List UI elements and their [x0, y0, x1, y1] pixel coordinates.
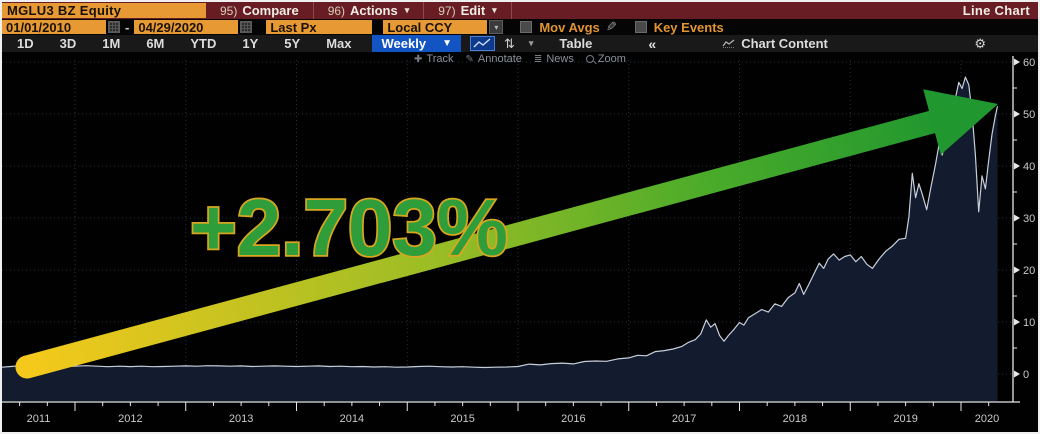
view-title: Line Chart	[962, 3, 1030, 18]
price-line	[1, 76, 999, 369]
x-year-label: 2017	[672, 413, 696, 425]
mov-avgs-checkbox[interactable]	[520, 21, 533, 33]
menu-compare-key: 95)	[220, 3, 238, 18]
y-major-tick	[1014, 214, 1020, 222]
chart-mini-toolbar: ✚ Track ✎ Annotate ≣ News Zoom	[414, 53, 626, 65]
annotate-pencil-icon: ✎	[465, 53, 474, 65]
zoom-button[interactable]: Zoom	[585, 53, 626, 65]
x-year-label: 2014	[340, 413, 364, 425]
y-tick-label: 50	[1023, 109, 1035, 121]
table-button[interactable]: Table	[559, 36, 593, 51]
mov-avgs-label: Mov Avgs	[539, 19, 600, 35]
pencil-icon[interactable]: ✎	[605, 19, 617, 34]
chevron-down-icon: ▾	[492, 5, 497, 15]
zoom-label: Zoom	[597, 53, 626, 65]
y-major-tick	[1014, 110, 1020, 118]
chart-type-button[interactable]	[469, 36, 495, 51]
security-controls-bar: 01/01/2010 - 04/29/2020 Last Px Local CC…	[2, 19, 1038, 35]
x-year-label: 2018	[783, 413, 807, 425]
x-year-label: 2016	[561, 413, 585, 425]
ticker-field[interactable]: MGLU3 BZ Equity	[2, 3, 206, 18]
y-major-tick	[1014, 58, 1020, 66]
x-year-label: 2015	[450, 413, 474, 425]
period-select[interactable]: Weekly ▼	[372, 35, 461, 52]
y-major-tick	[1014, 318, 1020, 326]
track-button[interactable]: ✚ Track	[414, 53, 453, 65]
y-tick-label: 60	[1023, 57, 1035, 69]
crosshair-icon: ✚	[414, 53, 423, 65]
chart-toolbar: 1D 3D 1M 6M YTD 1Y 5Y Max Weekly ▼ ⇅ ▾ T…	[2, 35, 1038, 52]
ticker-text: MGLU3 BZ Equity	[7, 3, 122, 18]
more-tools-dropdown[interactable]: ▾	[528, 38, 534, 48]
range-tab-1d[interactable]: 1D	[17, 36, 34, 51]
sort-arrows-icon: ⇅	[503, 35, 515, 51]
range-tab-1m[interactable]: 1M	[102, 36, 121, 51]
range-tab-max[interactable]: Max	[326, 36, 352, 51]
title-bar: MGLU3 BZ Equity 95) Compare 96) Actions …	[2, 2, 1038, 19]
collapse-panel-button[interactable]: «	[648, 35, 657, 52]
gear-icon[interactable]: ⚙	[974, 35, 986, 51]
chevron-down-icon: ▼	[442, 38, 452, 49]
annotate-label: Annotate	[477, 53, 522, 65]
track-label: Track	[426, 53, 454, 65]
menu-edit[interactable]: 97) Edit ▾	[424, 2, 512, 19]
chart-content-button[interactable]: Chart Content	[722, 36, 828, 51]
news-label: News	[546, 53, 574, 65]
key-events-checkbox[interactable]	[634, 21, 647, 33]
menu-compare[interactable]: 95) Compare	[206, 2, 314, 19]
y-major-tick	[1014, 162, 1020, 170]
y-tick-label: 20	[1023, 265, 1035, 277]
currency-select[interactable]: Local CCY	[383, 20, 488, 35]
trend-arrow-head	[923, 89, 998, 155]
menu-actions-key: 96)	[327, 3, 346, 18]
menu-compare-label: Compare	[242, 3, 299, 18]
range-tab-3d[interactable]: 3D	[59, 36, 77, 51]
x-year-label: 2020	[975, 413, 999, 425]
y-tick-label: 40	[1023, 161, 1035, 173]
calendar-icon[interactable]	[240, 21, 253, 33]
gain-annotation: +2.703%	[190, 183, 508, 272]
y-tick-label: 0	[1023, 369, 1029, 381]
line-chart-icon	[469, 36, 495, 51]
currency-dropdown-button[interactable]: ▾	[489, 20, 504, 34]
trend-arrow-shaft	[15, 110, 944, 379]
chevron-down-icon: ▾	[494, 22, 499, 32]
range-tab-6m[interactable]: 6M	[146, 36, 165, 51]
y-major-tick	[1014, 370, 1020, 378]
magnifier-icon	[585, 55, 594, 63]
date-to-input[interactable]: 04/29/2020	[134, 20, 239, 35]
price-area-fill	[2, 77, 998, 401]
date-from-input[interactable]: 01/01/2010	[2, 20, 106, 35]
menu-actions[interactable]: 96) Actions ▾	[314, 2, 425, 19]
range-tab-1y[interactable]: 1Y	[242, 36, 259, 51]
range-tab-ytd[interactable]: YTD	[190, 36, 217, 51]
axis-settings-button[interactable]: ⇅	[504, 36, 515, 52]
sparkline-icon	[722, 39, 735, 48]
annotate-button[interactable]: ✎ Annotate	[465, 53, 521, 65]
key-events-label: Key Events	[653, 19, 724, 35]
date-range-separator: -	[125, 19, 130, 35]
menu-edit-key: 97)	[438, 3, 456, 18]
chart-area[interactable]: +2.703% 0 10 20 30 40 50 60 2011 2012 2013 2014 2015…	[0, 52, 1040, 434]
y-tick-label: 10	[1023, 317, 1035, 329]
range-tab-5y[interactable]: 5Y	[284, 36, 301, 51]
price-field-input[interactable]: Last Px	[266, 20, 373, 35]
news-list-icon: ≣	[533, 53, 543, 65]
y-tick-label: 30	[1023, 213, 1035, 225]
x-year-label: 2011	[27, 413, 51, 425]
chevron-down-icon: ▾	[404, 5, 410, 15]
chart-content-label: Chart Content	[741, 36, 828, 51]
menu-edit-label: Edit	[460, 3, 486, 18]
y-major-tick	[1014, 266, 1020, 274]
calendar-icon[interactable]	[108, 21, 120, 33]
x-year-label: 2019	[893, 413, 917, 425]
period-label: Weekly	[381, 36, 427, 51]
x-year-label: 2013	[229, 413, 253, 425]
chart-svg: +2.703% 0 10 20 30 40 50 60 2011 2012 2013 2014 2015…	[1, 56, 1035, 425]
menu-actions-label: Actions	[350, 3, 398, 18]
x-year-label: 2012	[118, 413, 142, 425]
news-button[interactable]: ≣ News	[534, 53, 574, 65]
